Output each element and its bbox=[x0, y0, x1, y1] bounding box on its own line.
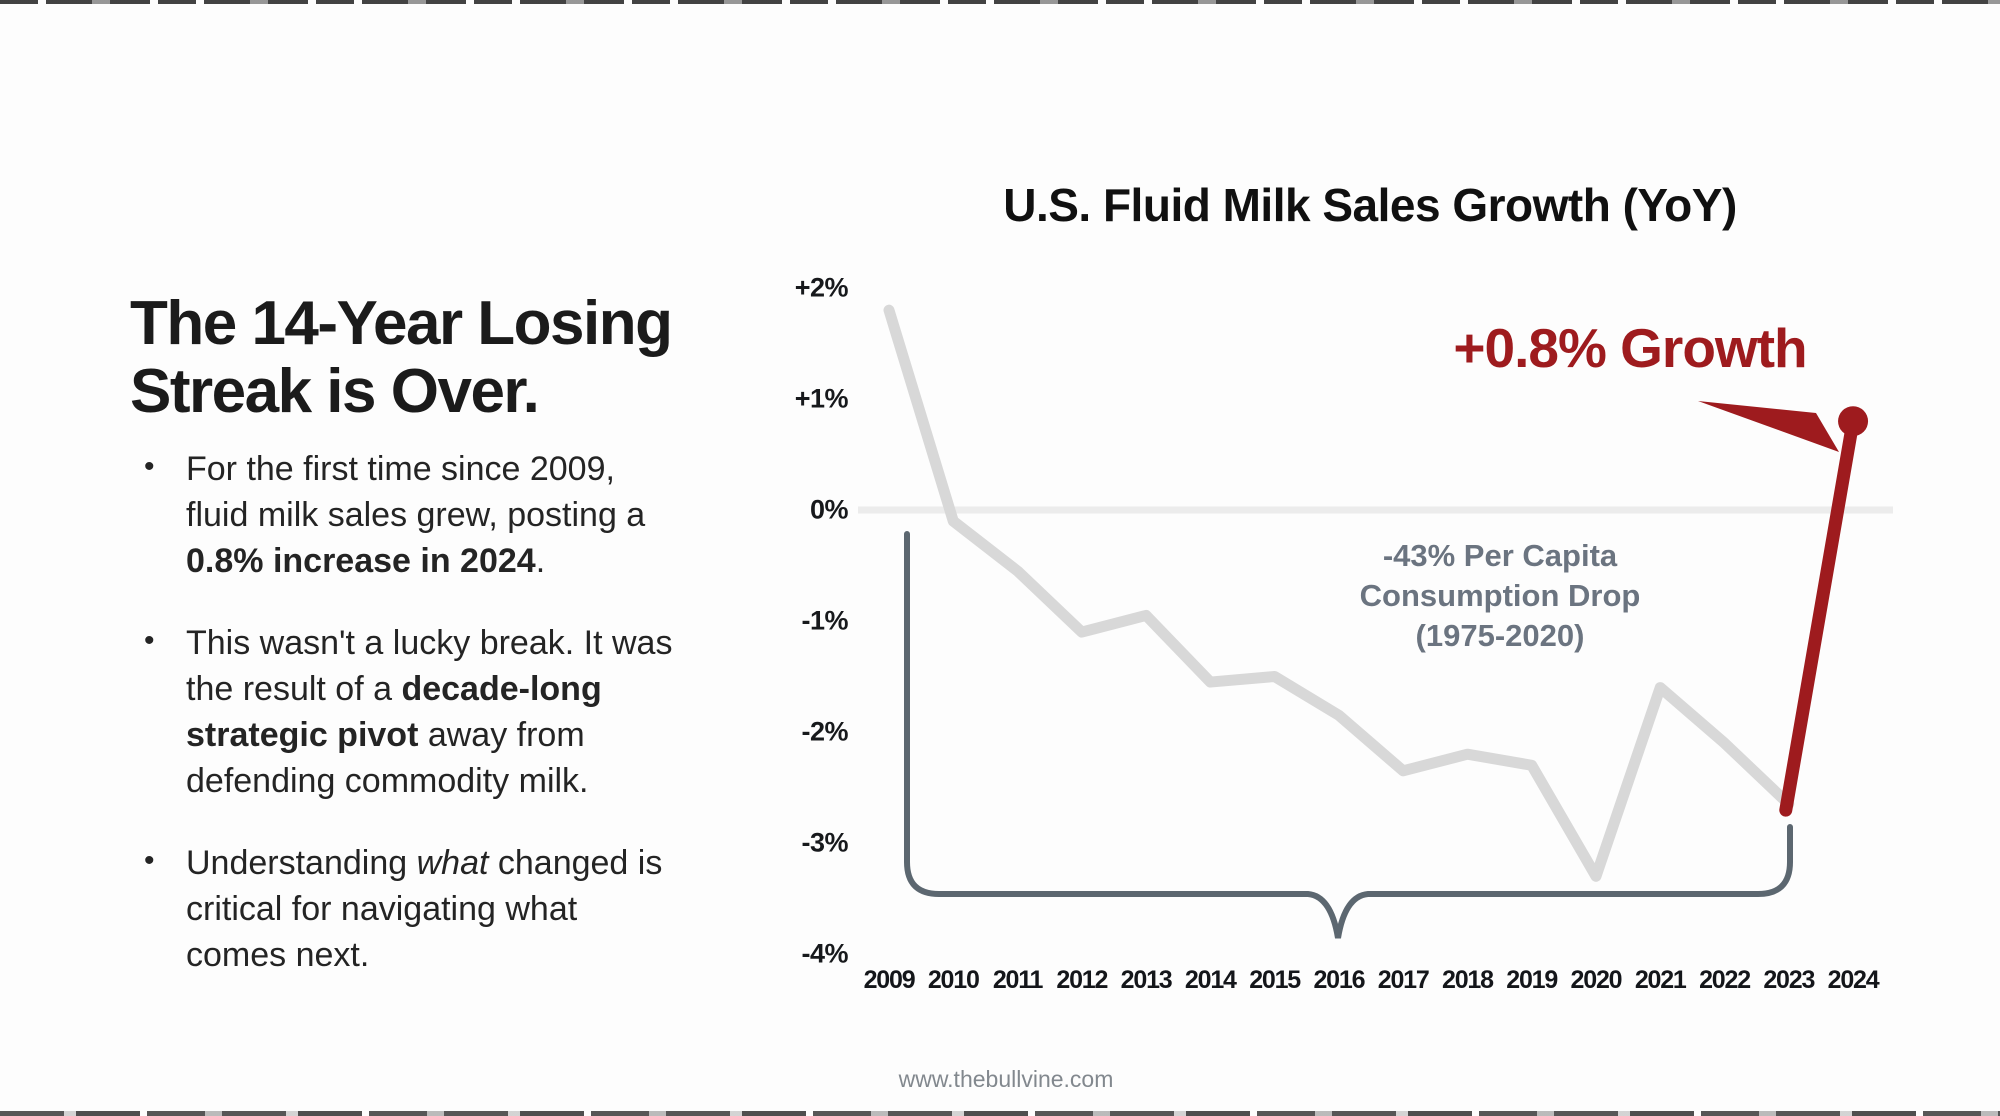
slide-heading: The 14-Year Losing Streak is Over. bbox=[130, 288, 790, 426]
growth-recovery-line bbox=[1779, 414, 1860, 817]
bullet-text-segment: changed is critical for navigating what … bbox=[186, 844, 663, 974]
chart-title: U.S. Fluid Milk Sales Growth (YoY) bbox=[1003, 179, 1737, 231]
consumption-drop-annotation: -43% Per Capita Consumption Drop (1975-2… bbox=[1359, 538, 1641, 653]
slide-heading-line2: Streak is Over. bbox=[130, 356, 540, 426]
x-axis-tick-2021: 2021 bbox=[1634, 966, 1687, 994]
x-axis-tick-2023: 2023 bbox=[1763, 966, 1815, 994]
bullet-text-segment: This wasn't a lucky break. It was the re… bbox=[186, 624, 673, 708]
data-point-2024 bbox=[1838, 406, 1869, 437]
y-axis-tick-+2%: +2% bbox=[794, 272, 849, 303]
bullet-text-segment: decade-long strategic pivot bbox=[186, 670, 602, 754]
y-axis-tick--3%: -3% bbox=[801, 827, 848, 858]
bullet-item: • For the first time since 2009, fluid mi… bbox=[142, 446, 790, 584]
callout-arrow bbox=[1698, 401, 1839, 452]
website-url: www.thebullvine.com bbox=[898, 1066, 1114, 1092]
x-axis-tick-2016: 2016 bbox=[1313, 966, 1365, 994]
x-axis-tick-2018: 2018 bbox=[1442, 966, 1494, 994]
x-axis-tick-2019: 2019 bbox=[1506, 966, 1558, 994]
y-axis-tick--4%: -4% bbox=[801, 938, 848, 969]
bullet-text-segment: Understanding bbox=[186, 844, 417, 882]
y-axis-tick--2%: -2% bbox=[801, 716, 848, 747]
slide-heading-line1: The 14-Year Losing bbox=[130, 288, 673, 358]
bullet-item: • This wasn't a lucky break. It was the r… bbox=[142, 620, 790, 804]
x-axis-tick-2012: 2012 bbox=[1056, 966, 1108, 994]
x-axis-tick-2014: 2014 bbox=[1184, 966, 1237, 994]
x-axis-tick-2020: 2020 bbox=[1570, 966, 1623, 994]
x-axis-tick-2024: 2024 bbox=[1827, 966, 1880, 994]
bullet-marker: • bbox=[144, 450, 155, 483]
x-axis-tick-2010: 2010 bbox=[927, 966, 980, 994]
bullet-text-segment: what bbox=[416, 844, 489, 882]
bullet-marker: • bbox=[144, 624, 155, 657]
x-axis-tick-2009: 2009 bbox=[863, 966, 916, 994]
bullet-text-segment: 0.8% increase in 2024 bbox=[186, 542, 536, 580]
bullet-item: • Understanding what changed is critical … bbox=[142, 840, 790, 978]
growth-callout-label: +0.8% Growth bbox=[1453, 317, 1807, 379]
bullet-text-segment: away from defending commodity milk. bbox=[186, 716, 589, 800]
x-axis-tick-2013: 2013 bbox=[1120, 966, 1173, 994]
x-axis-tick-2017: 2017 bbox=[1377, 966, 1430, 994]
losing-streak-brace bbox=[904, 531, 1793, 939]
y-axis-tick-0%: 0% bbox=[809, 494, 849, 525]
x-axis-tick-2022: 2022 bbox=[1699, 966, 1751, 994]
x-axis-tick-2015: 2015 bbox=[1249, 966, 1301, 994]
x-axis-tick-2011: 2011 bbox=[992, 966, 1044, 994]
bullet-list: • For the first time since 2009, fluid mi… bbox=[142, 446, 790, 1014]
bullet-text-segment: For the first time since 2009, fluid mil… bbox=[186, 450, 646, 534]
bullet-marker: • bbox=[144, 844, 155, 877]
sales-history-line bbox=[883, 304, 1795, 882]
y-axis-tick-+1%: +1% bbox=[794, 383, 849, 414]
bullet-text-segment: . bbox=[535, 542, 546, 580]
y-axis-tick--1%: -1% bbox=[801, 605, 848, 636]
